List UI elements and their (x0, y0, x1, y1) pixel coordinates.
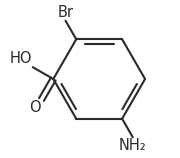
Text: HO: HO (10, 51, 32, 66)
Text: NH₂: NH₂ (119, 138, 147, 153)
Text: Br: Br (58, 5, 73, 20)
Text: O: O (29, 100, 41, 115)
